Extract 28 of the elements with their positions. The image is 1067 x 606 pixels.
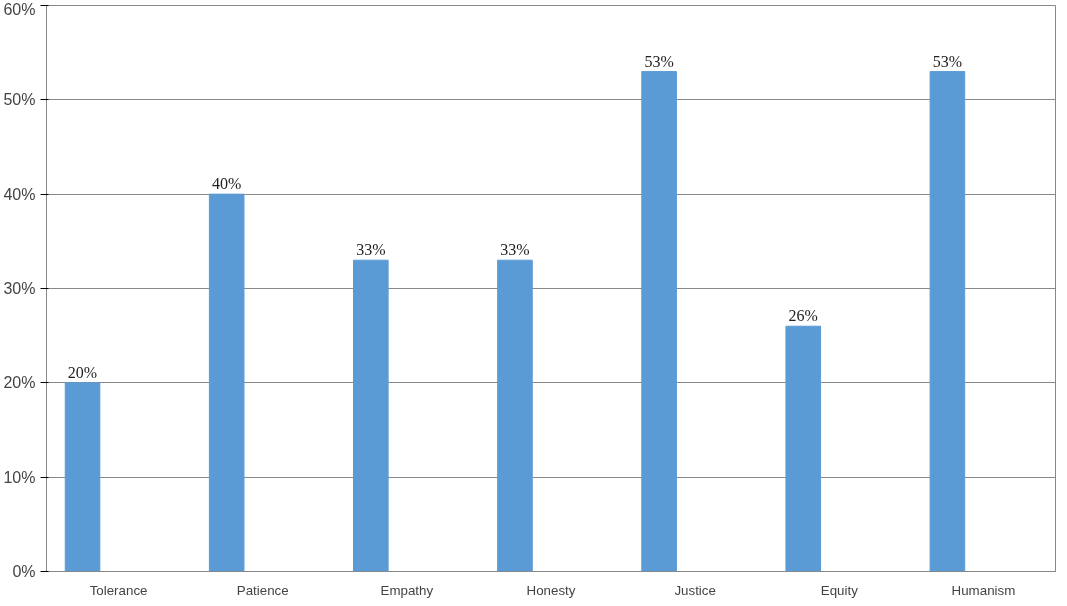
y-tick-label: 10% <box>3 468 36 486</box>
bar <box>497 259 533 572</box>
y-tick-label: 60% <box>3 0 36 18</box>
bar <box>353 259 389 572</box>
data-label: 40% <box>212 175 242 193</box>
data-label: 33% <box>500 241 530 259</box>
data-label: 26% <box>788 307 818 325</box>
y-tick-label: 30% <box>3 280 36 297</box>
y-tick-label: 50% <box>3 91 36 109</box>
x-tick-label: Patience <box>236 582 289 598</box>
x-tick-label: Empathy <box>380 582 434 598</box>
x-tick-label: Equity <box>820 582 859 598</box>
bar <box>641 71 677 572</box>
bar <box>785 325 822 572</box>
data-label: 33% <box>356 241 386 259</box>
data-label: 53% <box>644 52 674 70</box>
y-tick-label: 40% <box>3 185 36 203</box>
bar <box>208 193 245 572</box>
y-tick-label: 20% <box>3 374 36 392</box>
bar <box>64 382 101 572</box>
y-tick-label: 0% <box>12 563 36 580</box>
x-tick-label: Honesty <box>526 582 576 598</box>
data-label: 20% <box>67 363 98 381</box>
data-label: 53% <box>932 52 963 70</box>
x-tick-label: Tolerance <box>89 582 148 598</box>
bar <box>929 71 966 572</box>
x-tick-label: Justice <box>674 582 716 598</box>
x-tick-label: Humanism <box>951 582 1016 598</box>
